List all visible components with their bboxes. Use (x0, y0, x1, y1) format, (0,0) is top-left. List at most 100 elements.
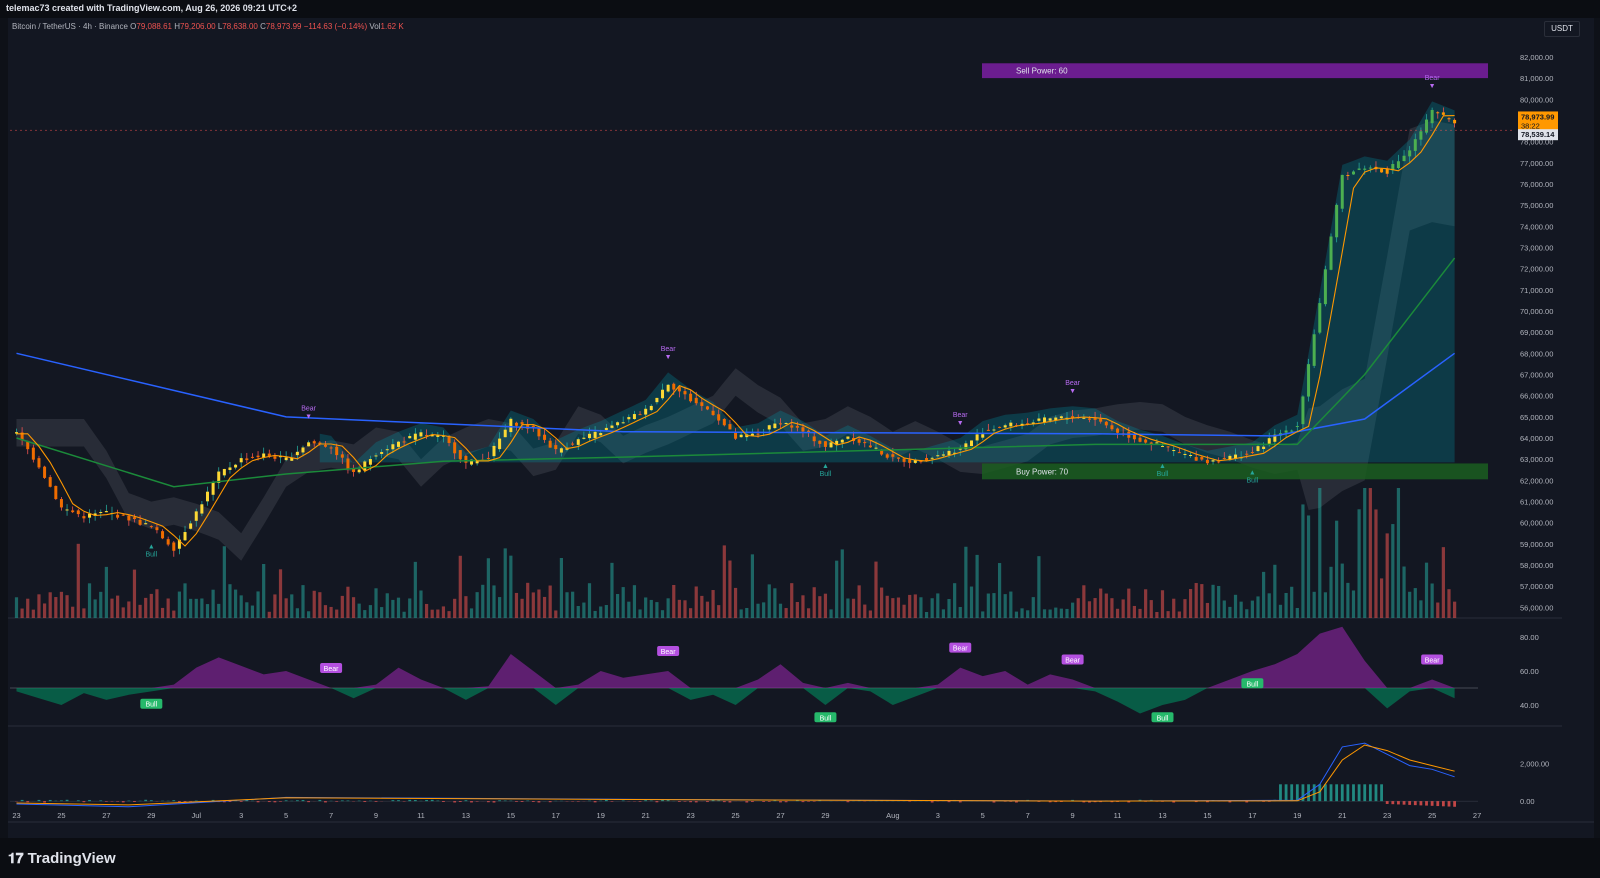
volume-bar (638, 609, 642, 618)
time-axis-tick: 7 (1026, 811, 1030, 820)
volume-bar (318, 592, 322, 618)
volume-bar (571, 591, 575, 618)
candle-body (340, 454, 344, 458)
change-value: −114.63 (−0.14%) (303, 22, 368, 31)
bear-signal-arrow: ▼ (1429, 83, 1436, 90)
volume-bar (1087, 601, 1092, 618)
candle-body (498, 438, 502, 450)
volume-bar (273, 594, 277, 618)
macd-histogram-bar (1088, 801, 1091, 803)
candle-body (655, 397, 659, 403)
volume-bar (200, 598, 204, 618)
bull-signal-arrow: ▲ (1249, 469, 1256, 476)
candle-body (1295, 426, 1299, 428)
candle-body (149, 526, 153, 528)
macd-histogram-bar (1037, 801, 1041, 802)
symbol-name[interactable]: Bitcoin / TetherUS · 4h · Binance (12, 22, 128, 31)
candle-body (1436, 112, 1440, 114)
volume-bar (1363, 488, 1367, 618)
volume-bar (1335, 520, 1339, 618)
volume-bar (784, 608, 788, 618)
macd-histogram-bar (413, 800, 417, 802)
volume-bar (756, 603, 760, 618)
volume-bar (430, 609, 434, 618)
candle-body (1222, 457, 1226, 459)
buy-power-zone (982, 463, 1488, 480)
volume-bar (116, 595, 120, 618)
candle-body (1357, 168, 1361, 170)
candle-body (26, 440, 30, 450)
candle-body (936, 455, 940, 457)
macd-histogram-bar (947, 801, 951, 803)
candle-body (1059, 416, 1063, 419)
macd-histogram-bar (1340, 784, 1344, 802)
macd-histogram-bar (515, 801, 518, 802)
price-axis-tick: 77,000.00 (1520, 159, 1553, 168)
volume-bar (531, 592, 535, 618)
volume-bar (773, 588, 777, 618)
candle-body (1177, 452, 1181, 454)
macd-histogram-bar (60, 800, 63, 802)
macd-histogram-bar (279, 801, 282, 802)
candle-body (812, 436, 816, 442)
volume-bar (1408, 591, 1412, 618)
buy-power-label: Buy Power: 70 (1016, 467, 1069, 476)
volume-bar (1239, 601, 1243, 618)
macd-histogram-bar (65, 799, 69, 802)
macd-histogram-bar (706, 801, 709, 803)
macd-histogram-bar (1453, 801, 1457, 807)
price-axis-tick: 61,000.00 (1520, 498, 1553, 507)
candle-body (739, 434, 743, 438)
volume-bar (964, 546, 968, 618)
candle-body (205, 491, 209, 502)
candle-body (1419, 131, 1423, 140)
candle-body (121, 514, 125, 516)
time-axis-tick: 25 (57, 811, 65, 820)
macd-histogram-bar (694, 801, 698, 803)
macd-histogram-bar (1352, 784, 1355, 802)
candle-body (273, 456, 277, 459)
macd-histogram-bar (644, 800, 648, 802)
candle-body (526, 424, 530, 429)
volume-bar (1121, 599, 1125, 618)
candle-body (1200, 456, 1204, 460)
volume-bar (548, 585, 552, 618)
macd-histogram-bar (273, 801, 277, 803)
macd-histogram-bar (37, 799, 41, 802)
candle-body (1104, 421, 1108, 426)
countdown-value: 38:22 (1521, 121, 1540, 130)
tradingview-logo[interactable]: 𝟏𝟕 TradingView (8, 850, 116, 867)
volume-bar (795, 601, 799, 618)
candle-body (93, 513, 97, 516)
macd-histogram-bar (1009, 801, 1013, 802)
candle-body (1290, 430, 1294, 432)
time-axis-tick: 27 (776, 811, 784, 820)
volume-bar (857, 585, 861, 618)
candle-body (1391, 163, 1395, 171)
macd-histogram-bar (711, 800, 715, 802)
bull-signal-arrow: ▲ (148, 544, 155, 551)
volume-bar (1099, 588, 1103, 618)
candle-body (228, 467, 232, 470)
currency-button[interactable]: USDT (1544, 21, 1580, 37)
footer-bar (0, 838, 1600, 878)
volume-bar (1402, 566, 1406, 618)
macd-histogram-bar (846, 801, 850, 803)
volume-bar (846, 598, 850, 618)
volume-bar (481, 584, 485, 618)
macd-histogram-bar (1441, 801, 1445, 807)
candle-body (705, 406, 709, 410)
volume-bar (475, 592, 479, 618)
candle-body (1323, 269, 1327, 305)
volume-bar (924, 611, 929, 618)
candle-body (1430, 109, 1434, 124)
volume-bar (447, 611, 451, 618)
price-axis-tick: 68,000.00 (1520, 349, 1553, 358)
osc-axis-tick: 60.00 (1520, 667, 1539, 676)
volume-bar (31, 609, 35, 618)
candle-body (829, 442, 833, 448)
macd-histogram-bar (307, 801, 311, 803)
volume-bar (183, 583, 187, 618)
macd-histogram-bar (464, 800, 468, 802)
